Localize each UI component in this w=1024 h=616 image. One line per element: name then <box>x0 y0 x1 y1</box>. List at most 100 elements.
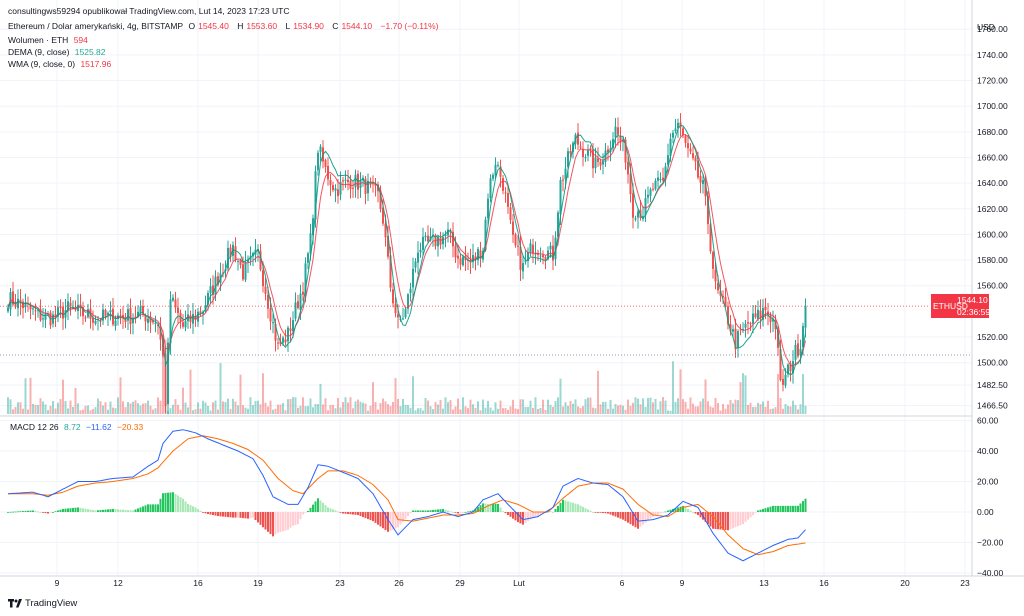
candle-body <box>632 193 634 218</box>
volume-bar <box>247 408 249 414</box>
candle-body <box>262 270 264 287</box>
macd-histogram-bar <box>304 512 307 513</box>
volume-bar <box>22 408 24 414</box>
candle-body <box>719 290 722 296</box>
candle-body <box>104 309 107 317</box>
volume-bar <box>562 406 564 414</box>
time-tick-label: 20 <box>900 578 910 588</box>
time-axis[interactable]: 9 12 16 19 23 26 29 Lut 6 9 13 16 20 23 <box>55 578 970 588</box>
macd-histogram-bar <box>112 508 114 512</box>
publisher-line: consultingws59294 opublikował TradingVie… <box>8 6 290 16</box>
macd-histogram-bar <box>249 512 252 519</box>
price-tag-symbol: ETHUSD <box>933 301 968 312</box>
time-tick-label: 9 <box>55 578 60 588</box>
macd-histogram-bar <box>262 512 264 528</box>
macd-histogram-bar <box>322 502 324 512</box>
macd-histogram-bar <box>404 512 407 519</box>
volume-bar <box>89 410 92 414</box>
volume-bar <box>237 405 239 414</box>
volume-bar <box>659 401 662 414</box>
volume-bar <box>252 405 254 414</box>
candle-body <box>662 177 664 181</box>
macd-histogram-bar <box>559 502 562 512</box>
low-label: L <box>285 21 291 31</box>
volume-bar <box>614 404 617 414</box>
macd-histogram-bar <box>344 512 347 514</box>
volume-bar <box>589 397 592 414</box>
volume-bar <box>799 404 802 414</box>
candle-body <box>52 314 54 324</box>
volume-label: Wolumen · ETH <box>8 35 69 45</box>
volume-bar <box>179 409 182 414</box>
candle-body <box>667 155 669 165</box>
volume-bar <box>244 407 247 414</box>
wma-label: WMA (9, close, 0) <box>8 59 76 69</box>
volume-bar <box>717 403 719 414</box>
macd-histogram-bar <box>77 507 79 512</box>
volume-bar <box>797 409 799 414</box>
high-value: 1553.60 <box>246 21 278 31</box>
volume-bar <box>254 401 257 414</box>
volume-bar <box>52 400 54 414</box>
candle-body <box>389 255 392 288</box>
candle-body <box>802 326 804 348</box>
volume-legend[interactable]: Wolumen · ETH 594 <box>8 35 91 46</box>
macd-histogram-bar <box>794 505 797 512</box>
candle-body <box>522 263 524 272</box>
candle-body <box>82 306 84 317</box>
dema-value: 1525.82 <box>74 47 106 57</box>
candle-body <box>427 235 429 242</box>
candle-body <box>529 243 532 253</box>
volume-bar <box>737 400 739 414</box>
wma-legend[interactable]: WMA (9, close, 0) 1517.96 <box>8 59 114 70</box>
macd-histogram-bar <box>47 512 49 514</box>
volume-bar <box>49 405 52 414</box>
candle-body <box>582 148 584 158</box>
candle-body <box>447 229 449 236</box>
macd-histogram-bar <box>754 512 757 513</box>
volume-bar <box>117 397 119 414</box>
volume-bar <box>517 409 519 414</box>
macd-line <box>7 429 806 562</box>
volume-bar <box>509 406 512 414</box>
dema-legend[interactable]: DEMA (9, close) 1525.82 <box>8 47 109 58</box>
macd-histogram-bar <box>752 512 754 516</box>
time-tick-label: 9 <box>680 578 685 588</box>
volume-bar <box>97 398 99 414</box>
volume-bar <box>184 402 187 414</box>
macd-legend[interactable]: MACD 12 26 8.72 −11.62 −20.33 <box>10 422 146 433</box>
symbol-name[interactable]: Ethereum / Dolar amerykański, 4g, BITSTA… <box>8 21 184 31</box>
macd-histogram-bar <box>362 512 364 518</box>
volume-bar <box>724 408 727 414</box>
candle-body <box>629 173 632 195</box>
macd-histogram-bar <box>389 512 392 531</box>
macd-histogram-bar <box>482 503 484 512</box>
candle-body <box>542 255 544 258</box>
volume-bar <box>574 399 577 414</box>
macd-histogram-bar <box>432 509 434 512</box>
macd-histogram-bar <box>617 512 619 518</box>
volume-bar <box>449 400 452 414</box>
candle-body <box>117 315 119 319</box>
candle-body <box>682 128 684 136</box>
candle-body <box>792 361 794 374</box>
macd-histogram-bar <box>9 511 12 513</box>
macd-histogram-bar <box>154 504 157 512</box>
macd-histogram-bar <box>687 508 689 512</box>
candle-body <box>444 234 447 237</box>
candle-body <box>627 162 629 175</box>
candle-body <box>747 322 749 324</box>
macd-axis[interactable]: 60.00 40.00 20.00 0.00 −20.00 −40.00 <box>977 416 1004 578</box>
tradingview-footer[interactable]: TradingView <box>8 598 77 609</box>
candle-body <box>259 250 262 270</box>
candle-body <box>704 180 707 197</box>
macd-histogram-bar <box>29 510 32 512</box>
candle-body <box>584 157 587 159</box>
macd-histogram-bar <box>42 512 44 513</box>
volume-bar <box>12 409 14 414</box>
macd-histogram-bar <box>434 509 437 512</box>
candle-body <box>474 256 477 259</box>
volume-bar <box>627 399 629 414</box>
volume-bar <box>169 408 172 414</box>
